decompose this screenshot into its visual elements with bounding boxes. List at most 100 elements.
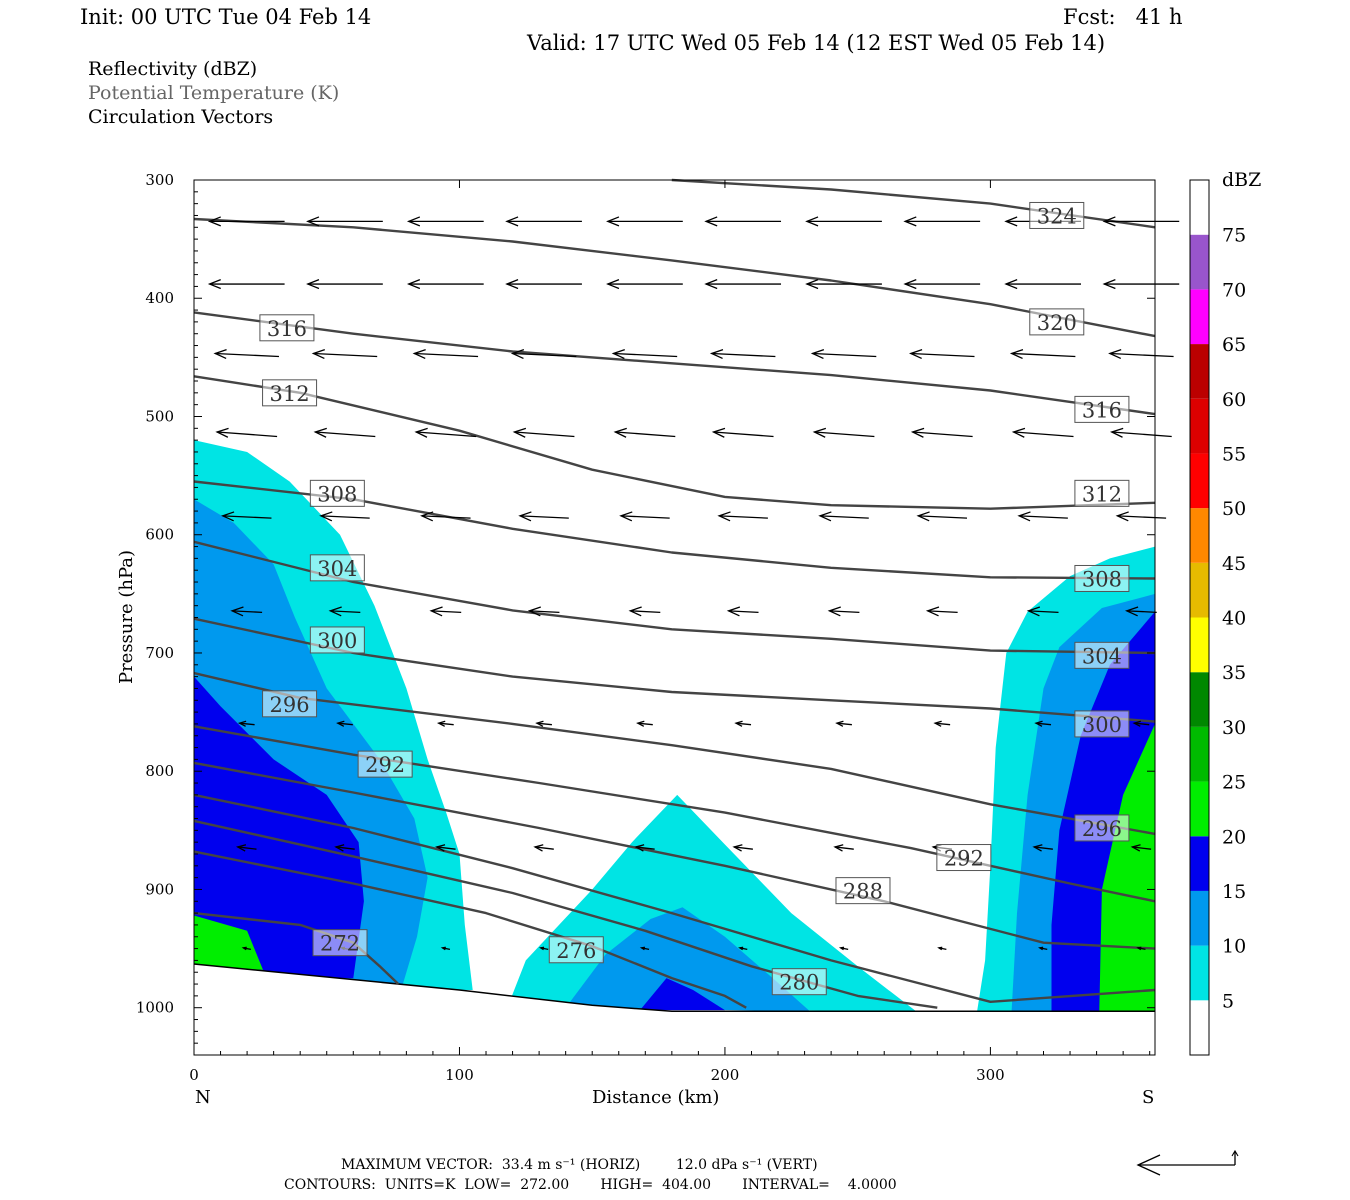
circulation-vector	[636, 720, 653, 727]
colorbar-segment	[1190, 508, 1209, 563]
circulation-vector	[827, 606, 860, 617]
theta-label: 292	[365, 753, 405, 777]
circulation-vector	[1038, 946, 1048, 951]
theta-label-box	[936, 844, 992, 872]
circulation-vector	[1136, 946, 1146, 951]
circulation-vector	[639, 946, 650, 951]
footer-contour-line: CONTOURS: UNITS=K LOW= 272.00 HIGH= 404.…	[284, 1177, 897, 1193]
theta-label: 292	[944, 847, 984, 871]
theta-label: 276	[556, 939, 596, 963]
reflectivity-15dbz-region	[194, 676, 364, 979]
circulation-vector	[213, 348, 279, 360]
theta-label-box	[835, 877, 891, 905]
header-valid: Valid: 17 UTC Wed 05 Feb 14 (12 EST Wed …	[527, 31, 1106, 55]
circulation-vector	[1124, 606, 1157, 617]
circulation-vector	[1032, 844, 1053, 852]
colorbar-segment	[1190, 344, 1209, 399]
colorbar-segment	[1190, 562, 1209, 618]
theta-280k-contour	[193, 819, 938, 1009]
circulation-vector	[1102, 278, 1180, 290]
terrain-layer	[193, 963, 1155, 1055]
circulation-vector	[505, 278, 582, 290]
circulation-vector	[510, 348, 577, 360]
colorbar-segment	[1190, 180, 1209, 235]
field-vectors: Circulation Vectors	[88, 106, 274, 128]
colorbar-label: 5	[1222, 990, 1234, 1012]
theta-label: 300	[317, 629, 357, 653]
circulation-vector	[1132, 720, 1150, 727]
reflectivity-fill-layer	[194, 440, 1155, 1012]
circulation-vector	[833, 844, 854, 852]
circulation-vector	[535, 720, 552, 727]
theta-312k-contour	[193, 375, 1156, 510]
circulation-vector-layer	[207, 216, 1180, 951]
reflectivity-10dbz-region	[565, 907, 810, 1012]
colorbar-segment	[1190, 672, 1209, 727]
terrain-mask	[194, 964, 1155, 1055]
y-tick-label: 900	[145, 880, 174, 898]
circulation-vector	[726, 606, 759, 617]
circulation-vector	[505, 216, 582, 227]
xaxis-left-end: N	[195, 1087, 211, 1108]
y-tick-label: 700	[145, 644, 174, 662]
circulation-vector	[319, 511, 370, 522]
circulation-vector	[311, 348, 378, 360]
circulation-vector	[512, 427, 575, 438]
theta-label-box	[259, 314, 315, 342]
theta-label-box	[1074, 479, 1130, 507]
theta-label: 272	[320, 932, 360, 956]
xaxis-right-end: S	[1142, 1087, 1155, 1108]
theta-label-box	[309, 554, 365, 582]
theta-label-box	[357, 750, 413, 778]
colorbar-label: 25	[1222, 772, 1246, 794]
theta-label-box	[309, 626, 365, 654]
yaxis-title: Pressure (hPa)	[116, 549, 137, 685]
theta-304k-contour	[193, 540, 1156, 655]
circulation-vector	[611, 348, 678, 360]
circulation-vector	[606, 278, 683, 290]
x-tick-label: 300	[976, 1066, 1005, 1084]
y-tick-label: 1000	[136, 999, 174, 1017]
circulation-vector	[1108, 348, 1174, 360]
theta-label-box	[1074, 395, 1130, 423]
y-tick-label: 400	[145, 289, 174, 307]
circulation-vector	[313, 427, 376, 438]
circulation-vector	[619, 511, 670, 522]
theta-label: 296	[270, 693, 310, 717]
theta-label: 320	[1037, 311, 1077, 335]
theta-label: 296	[1082, 817, 1122, 841]
circulation-vector	[734, 720, 752, 727]
theta-label-layer: 324 320 316 316 312 312 308 308 304 304 300 300 296 2…	[259, 201, 1130, 996]
reference-vector-head	[1136, 1154, 1161, 1176]
circulation-vector	[1004, 278, 1082, 290]
x-tick-label: 0	[189, 1066, 199, 1084]
circulation-vector	[628, 606, 661, 617]
colorbar-segment	[1190, 617, 1209, 673]
circulation-vector	[613, 427, 676, 438]
y-tick-label: 300	[145, 171, 174, 189]
circulation-vector	[709, 348, 776, 360]
circulation-vector	[908, 348, 975, 360]
x-tick-label: 100	[445, 1066, 474, 1084]
field-reflectivity: Reflectivity (dBZ)	[88, 58, 258, 80]
circulation-vector	[810, 348, 877, 360]
circulation-vector	[533, 844, 554, 852]
colorbar: 5 10 15 20 25 30 35 40 45 50 55 60 65 70 75	[1189, 179, 1246, 1056]
theta-label-box	[312, 929, 368, 957]
theta-label: 324	[1037, 204, 1077, 228]
circulation-vector	[412, 348, 479, 360]
reference-vertical-head	[1231, 1149, 1239, 1157]
colorbar-segment	[1190, 890, 1209, 946]
circulation-vector	[237, 720, 255, 727]
circulation-vector	[518, 511, 569, 522]
circulation-vector	[805, 278, 882, 290]
circulation-vector	[835, 720, 852, 727]
circulation-vector	[406, 278, 484, 290]
colorbar-label: 35	[1222, 662, 1246, 684]
theta-label: 316	[267, 317, 307, 341]
circulation-vector	[606, 216, 683, 227]
circulation-vector	[1034, 720, 1052, 727]
theta-label: 288	[843, 880, 883, 904]
colorbar-segment	[1190, 289, 1209, 345]
